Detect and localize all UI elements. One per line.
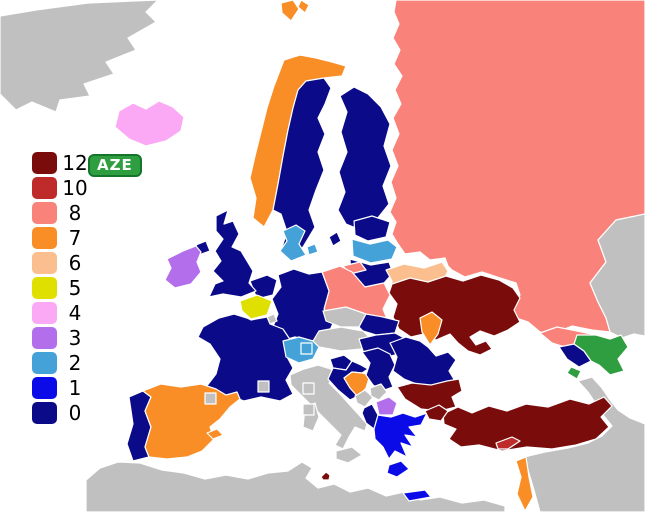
country-cyprus (495, 436, 521, 450)
island-crete (402, 489, 432, 502)
country-denmark (279, 224, 307, 262)
island-zealand (306, 243, 319, 256)
country-austria (312, 326, 372, 352)
legend-swatch (32, 327, 57, 349)
country-montenegro (354, 389, 374, 408)
legend-swatch (32, 152, 57, 174)
legend-label: 2 (68, 351, 82, 375)
legend-label: 4 (68, 301, 82, 325)
country-spain (142, 383, 241, 460)
country-macedonia (375, 396, 398, 416)
legend-swatch (32, 302, 57, 324)
legend-swatch (32, 402, 57, 424)
andorra-box (204, 392, 217, 405)
legend-swatch (32, 177, 57, 199)
san-marino-box (302, 382, 315, 395)
legend-item-3: 3 (32, 327, 88, 349)
country-malta (320, 471, 331, 481)
legend-item-2: 2 (32, 352, 88, 374)
legend-item-12: 12 (32, 152, 88, 174)
country-estonia (353, 215, 391, 242)
country-iceland (114, 100, 185, 147)
country-romania (389, 336, 457, 388)
legend-swatch (32, 227, 57, 249)
country-latvia (351, 238, 398, 264)
legend-item-0: 0 (32, 402, 88, 424)
region-nakhchivan (566, 366, 582, 380)
legend: 12 10 8 7 6 5 4 3 2 1 0 (32, 152, 88, 424)
legend-item-7: 7 (32, 227, 88, 249)
country-azerbaijan (573, 334, 629, 376)
legend-swatch (32, 352, 57, 374)
legend-item-4: 4 (32, 302, 88, 324)
legend-label: 1 (68, 376, 82, 400)
legend-item-10: 10 (32, 177, 88, 199)
liechtenstein-box (300, 342, 313, 355)
legend-swatch (32, 202, 57, 224)
country-greece (373, 412, 428, 460)
country-bulgaria (396, 378, 463, 412)
country-israel (515, 456, 534, 512)
country-serbia (361, 347, 396, 392)
legend-label: 5 (68, 276, 82, 300)
legend-label: 0 (68, 401, 82, 425)
region-east-thrace (424, 404, 449, 422)
country-france (197, 313, 294, 402)
legend-item-5: 5 (32, 277, 88, 299)
vatican-city-box (302, 403, 315, 416)
legend-label: 3 (68, 326, 82, 350)
island-gotland (328, 231, 342, 247)
country-svalbard-east (297, 0, 310, 14)
legend-item-1: 1 (32, 377, 88, 399)
region-north-africa (85, 461, 506, 512)
legend-label: 8 (68, 201, 82, 225)
legend-item-6: 6 (32, 252, 88, 274)
legend-swatch (32, 277, 57, 299)
region-peloponnese (386, 460, 410, 478)
country-kosovo (369, 383, 388, 401)
country-united-kingdom (208, 209, 257, 298)
country-moldova (419, 311, 443, 346)
country-turkey (442, 396, 613, 452)
legend-label: 6 (68, 251, 82, 275)
legend-label: 10 (62, 176, 88, 200)
country-ukraine (388, 274, 521, 356)
country-sweden (272, 77, 332, 260)
country-belgium (239, 294, 273, 320)
legend-item-8: 8 (32, 202, 88, 224)
country-kazakhstan (589, 213, 645, 339)
country-greenland (0, 0, 159, 113)
country-netherlands (249, 274, 278, 300)
country-finland (337, 86, 392, 231)
country-ireland (164, 245, 202, 289)
monaco-box (257, 380, 270, 393)
legend-label: 12 (62, 151, 88, 175)
country-svalbard (280, 0, 300, 22)
island-balearics (206, 428, 224, 440)
legend-swatch (32, 252, 57, 274)
island-sicily (335, 446, 363, 464)
legend-swatch (32, 377, 57, 399)
subject-badge: AZE (88, 154, 142, 177)
legend-label: 7 (68, 226, 82, 250)
country-slovakia (358, 313, 400, 336)
